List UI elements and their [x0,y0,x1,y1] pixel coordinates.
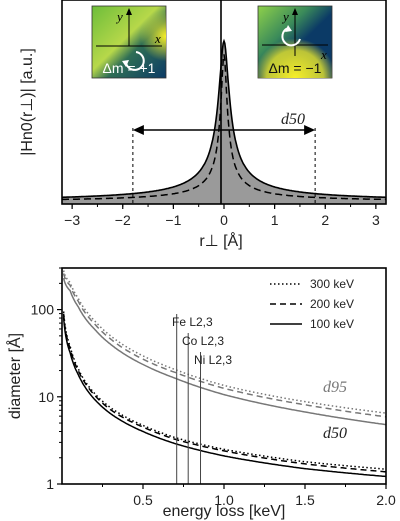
bottom-x-tick-label: 0.5 [133,492,153,508]
svg-text:100 keV: 100 keV [310,317,354,331]
bottom-y-tick-label: 1 [46,476,54,492]
inset1-x-label: x [154,31,161,46]
bottom-ticks: 0.5 1.0 1.5 2.0 1 10 100 [31,267,396,508]
inset-dm-plus: y x Δm = +1 [91,5,167,79]
bottom-x-tick-label: 1.0 [214,492,234,508]
svg-text:300 keV: 300 keV [310,277,354,291]
d95-label: d95 [323,379,347,396]
fe-edge-label: Fe L2,3 [172,315,213,329]
bottom-y-tick-label: 10 [38,389,54,405]
series-d95-300-kev [62,270,386,414]
legend-item: 300 keV [270,277,354,291]
series-d95-100-kev [62,277,386,426]
d50-arrowhead-left [132,125,144,135]
dashed-profile-line [62,54,386,201]
top-x-ticks: −3 −2 −1 0 1 2 3 [64,204,380,228]
solid-profile-fill [62,41,386,204]
d50-label: d50 [281,111,305,128]
legend-item: 200 keV [270,297,354,311]
inset2-x-label: x [320,47,327,62]
bottom-y-tick-label: 100 [31,302,55,318]
bottom-x-axis-label: energy loss [keV] [163,503,286,520]
inset1-label: Δm = +1 [103,60,156,76]
series-d50-200-kev [62,313,386,473]
bottom-x-tick-label: 1.5 [295,492,315,508]
top-x-tick-label: −1 [165,212,181,228]
top-x-tick-label: 0 [220,212,228,228]
inset-dm-minus: y x Δm = −1 [257,5,333,79]
svg-text:200 keV: 200 keV [310,297,354,311]
series-d50-100-kev [62,316,386,478]
inset2-y-label: y [281,9,289,24]
co-edge-label: Co L2,3 [182,334,224,348]
top-x-tick-label: 3 [372,212,380,228]
series-d50-300-kev [62,311,386,470]
legend-item: 100 keV [270,317,354,331]
legend: 300 keV 200 keV 100 keV [270,277,354,331]
edge-markers [176,314,202,484]
bottom-panel: 0.5 1.0 1.5 2.0 1 10 100 300 keV 200 keV 100 k… [5,267,396,520]
inset1-y-label: y [115,9,123,24]
d50-group-label: d50 [323,425,347,442]
top-x-tick-label: −2 [115,212,131,228]
top-x-tick-label: 2 [321,212,329,228]
inset2-label: Δm = −1 [269,60,322,76]
top-y-axis-label: |Hn0(r⊥)| [a.u.] [19,48,36,156]
bottom-series [62,270,386,478]
solid-profile-line [62,38,386,199]
bottom-y-axis-label: diameter [Å] [5,333,24,419]
top-x-tick-label: 1 [271,212,279,228]
d50-arrowhead-right [304,125,316,135]
bottom-x-tick-label: 2.0 [376,492,396,508]
top-x-tick-label: −3 [64,212,80,228]
top-panel: d50 −3 −2 −1 0 1 2 3 r⊥ [Å] |Hn0(r⊥)| [a.u.] [19,0,387,250]
top-x-axis-label: r⊥ [Å] [199,231,242,250]
ni-edge-label: Ni L2,3 [194,353,232,367]
